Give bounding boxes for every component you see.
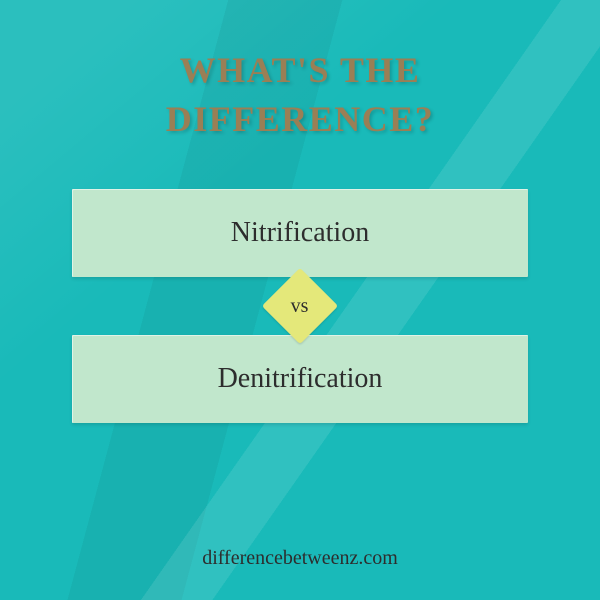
term-a-label: Nitrification <box>231 217 369 249</box>
footer-credit: differencebetweenz.com <box>202 547 398 570</box>
content-wrapper: WHAT'S THE DIFFERENCE? Nitrification vs … <box>50 40 550 570</box>
vs-badge: vs <box>262 268 338 344</box>
vs-label: vs <box>291 295 309 318</box>
term-a-card: Nitrification <box>72 189 528 277</box>
infographic-container: WHAT'S THE DIFFERENCE? Nitrification vs … <box>0 0 600 600</box>
term-b-card: Denitrification <box>72 335 528 423</box>
comparison-block: Nitrification vs Denitrification <box>50 189 550 423</box>
term-b-label: Denitrification <box>218 363 383 395</box>
heading-line-1: WHAT'S THE <box>180 50 421 90</box>
vs-gap: vs <box>50 277 550 335</box>
page-title: WHAT'S THE DIFFERENCE? <box>166 46 435 143</box>
heading-line-2: DIFFERENCE? <box>166 99 435 139</box>
